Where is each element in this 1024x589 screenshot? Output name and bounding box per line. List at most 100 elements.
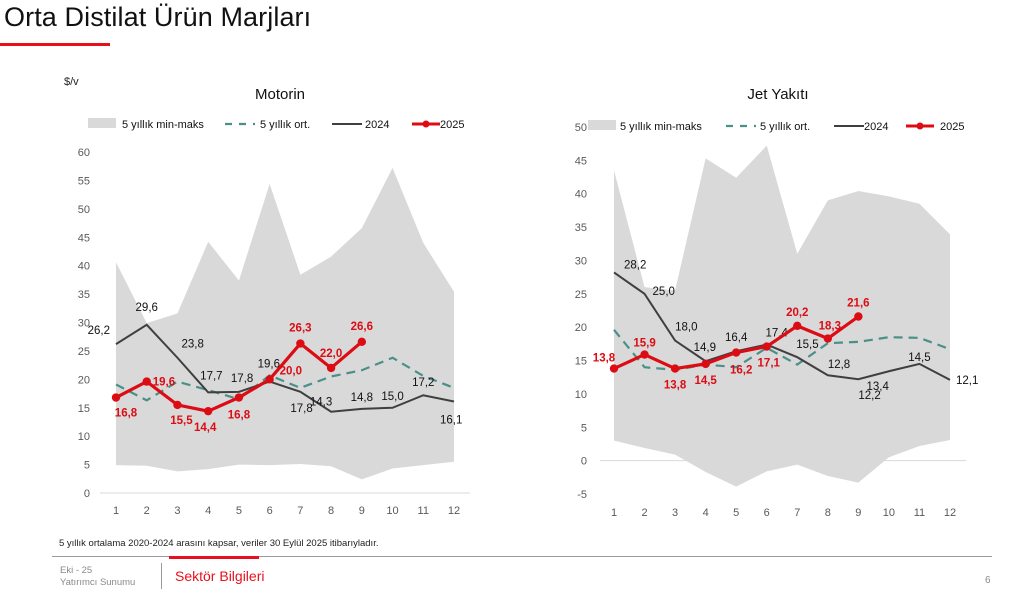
- data-label-2024: 26,2: [88, 325, 110, 337]
- data-label-2025: 16,8: [228, 410, 251, 422]
- marker-2025: [609, 364, 619, 373]
- footer-vertical-divider: [161, 563, 162, 589]
- marker-2025: [823, 334, 833, 343]
- data-label-2025: 18,3: [819, 321, 841, 333]
- footer-divider-line: [52, 556, 992, 557]
- footnote: 5 yıllık ortalama 2020-2024 arasını kaps…: [59, 538, 379, 549]
- y-tick-label: 20: [575, 322, 587, 334]
- legend-band-label: 5 yıllık min-maks: [122, 119, 204, 131]
- legend-2025-marker: [916, 122, 924, 130]
- page-number: 6: [985, 575, 991, 586]
- y-tick-label: 45: [575, 155, 587, 167]
- x-tick-label: 7: [794, 507, 800, 519]
- x-tick-label: 1: [611, 507, 617, 519]
- data-label-2024: 14,8: [351, 392, 373, 404]
- x-tick-label: 2: [641, 507, 647, 519]
- y-tick-label: 60: [78, 147, 90, 159]
- min-max-band: [116, 167, 454, 480]
- marker-2025: [854, 312, 863, 321]
- marker-2025: [142, 377, 151, 386]
- y-tick-label: 30: [575, 255, 587, 267]
- x-tick-label: 9: [855, 507, 861, 519]
- legend-2024-label: 2024: [365, 119, 389, 131]
- chart-title: Jet Yakıtı: [747, 86, 808, 103]
- marker-2025: [731, 348, 741, 357]
- data-label-2025: 16,2: [730, 365, 752, 377]
- data-label-2024: 14,9: [694, 342, 716, 354]
- legend-band-swatch: [88, 118, 116, 128]
- data-label-2024: 13,4: [867, 381, 890, 393]
- legend-2025-label: 2025: [940, 121, 964, 133]
- x-tick-label: 7: [297, 505, 303, 517]
- legend-2024-label: 2024: [864, 121, 888, 133]
- avg-line: [613, 329, 951, 371]
- x-tick-label: 3: [174, 505, 180, 517]
- x-tick-label: 10: [883, 507, 895, 519]
- x-tick-label: 4: [205, 505, 211, 517]
- data-label-2025: 20,2: [786, 307, 808, 319]
- data-label-2025: 13,8: [664, 380, 687, 392]
- data-label-2025: 21,6: [847, 298, 869, 310]
- min-max-band: [614, 145, 950, 487]
- unit-label: $/v: [64, 76, 79, 88]
- avg-line: [115, 356, 455, 402]
- data-label-2024: 14,3: [310, 397, 332, 409]
- y-tick-label: 15: [78, 403, 90, 415]
- data-label-2024: 19,6: [258, 359, 280, 371]
- y-tick-label: 10: [78, 431, 90, 443]
- marker-2025: [640, 350, 649, 359]
- y-tick-label: 0: [84, 488, 90, 500]
- x-tick-label: 12: [944, 507, 956, 519]
- x-tick-label: 4: [703, 507, 709, 519]
- footer-subtitle: Yatırımcı Sunumu: [60, 577, 136, 588]
- data-label-2024: 16,4: [725, 332, 748, 344]
- y-tick-label: 50: [78, 204, 90, 216]
- legend-avg-label: 5 yıllık ort.: [760, 121, 810, 133]
- x-tick-label: 8: [825, 507, 831, 519]
- footer-section-title: Sektör Bilgileri: [175, 568, 265, 584]
- data-label-2024: 12,1: [956, 375, 978, 387]
- x-tick-label: 11: [914, 507, 925, 519]
- legend-2025-label: 2025: [440, 119, 464, 131]
- x-tick-label: 6: [267, 505, 273, 517]
- x-tick-label: 6: [764, 507, 770, 519]
- marker-2025: [701, 359, 710, 369]
- legend-band-label: 5 yıllık min-maks: [620, 121, 702, 133]
- x-tick-label: 9: [359, 505, 365, 517]
- y-tick-label: 45: [78, 232, 90, 244]
- data-label-2025: 14,5: [694, 375, 717, 387]
- marker-2025: [326, 363, 336, 373]
- data-label-2024: 12,2: [858, 390, 880, 402]
- data-label-2025: 15,9: [633, 338, 655, 350]
- x-tick-label: 11: [418, 505, 429, 517]
- data-label-2024: 23,8: [181, 339, 203, 351]
- data-label-2025: 19,6: [153, 377, 175, 389]
- data-label-2024: 29,6: [136, 302, 158, 314]
- y-tick-label: 40: [78, 261, 90, 273]
- x-tick-label: 10: [386, 505, 398, 517]
- y-tick-label: 35: [78, 289, 90, 301]
- x-tick-label: 5: [733, 507, 739, 519]
- marker-2025: [203, 406, 213, 416]
- data-label-2024: 12,8: [828, 359, 850, 371]
- y-tick-label: 50: [575, 122, 587, 134]
- y-tick-label: 15: [575, 356, 587, 368]
- data-label-2024: 18,0: [675, 322, 697, 334]
- footer-date: Eki - 25: [60, 565, 93, 576]
- y-tick-label: 5: [84, 460, 90, 472]
- marker-2025: [234, 393, 244, 402]
- data-label-2025: 20,0: [280, 365, 302, 377]
- data-label-2024: 28,2: [624, 259, 646, 271]
- y-tick-label: 20: [78, 374, 90, 386]
- chart-legend: 5 yıllık min-maks 5 yıllık ort. 2024 2025: [88, 118, 464, 131]
- title-underline: [0, 43, 110, 46]
- footer-accent-bar: [169, 556, 259, 559]
- x-tick-label: 5: [236, 505, 242, 517]
- legend-avg-label: 5 yıllık ort.: [260, 119, 310, 131]
- y-tick-label: 40: [575, 189, 587, 201]
- data-label-2024: 16,1: [440, 414, 462, 426]
- y-tick-label: 55: [78, 175, 90, 187]
